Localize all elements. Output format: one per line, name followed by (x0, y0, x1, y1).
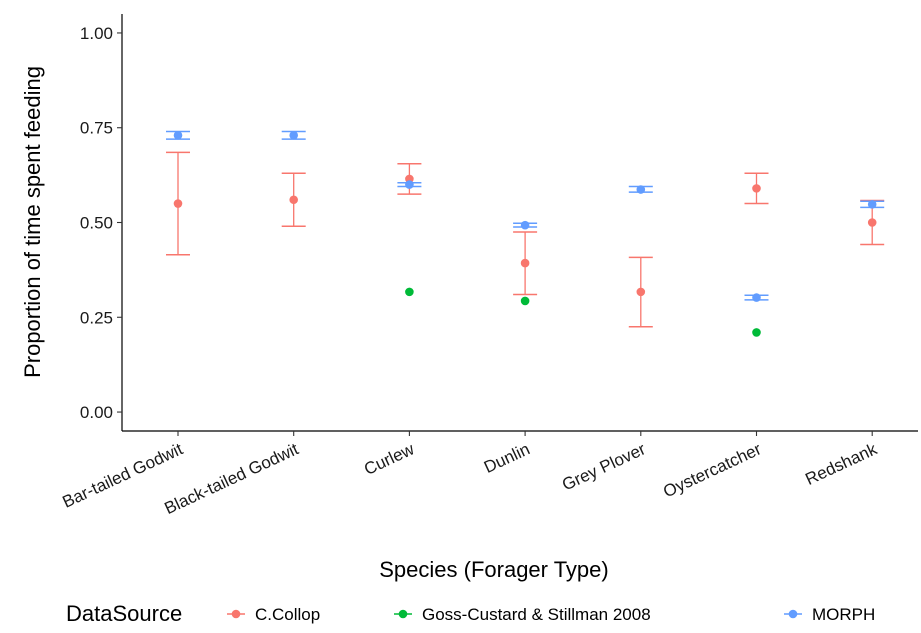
legend-key-point (398, 609, 408, 619)
y-tick-label: 0.50 (80, 214, 113, 233)
y-tick-label: 0.75 (80, 119, 113, 138)
x-tick-label: Dunlin (481, 439, 533, 477)
data-point (173, 131, 183, 140)
x-tick-label: Redshank (802, 439, 880, 489)
x-tick-label: Curlew (361, 439, 418, 479)
y-ticks: 0.00 0.25 0.50 0.75 1.00 (80, 24, 122, 422)
data-point (405, 287, 414, 297)
data-point (405, 180, 414, 189)
data-point (520, 220, 530, 230)
legend-label: MORPH (812, 605, 875, 624)
legend-key-point (788, 609, 798, 619)
data-point (752, 293, 761, 302)
data-point (520, 258, 530, 268)
y-axis-title: Proportion of time spent feeding (20, 66, 45, 378)
y-tick-label: 1.00 (80, 24, 113, 43)
x-axis-title: Species (Forager Type) (379, 557, 608, 582)
data-point (636, 185, 646, 194)
x-tick-label: Grey Plover (559, 439, 649, 494)
data-point (289, 195, 299, 205)
legend-title: DataSource (66, 601, 182, 626)
y-tick-label: 0.25 (80, 308, 113, 327)
data-point (752, 184, 761, 193)
data-point (752, 328, 761, 337)
data-point (173, 199, 183, 208)
legend-key-point (231, 609, 241, 619)
legend: DataSource C.Collop Goss-Custard & Stillm… (66, 601, 875, 626)
data-point (867, 200, 877, 209)
legend-items: C.Collop Goss-Custard & Stillman 2008 MORP… (227, 605, 875, 624)
legend-label: C.Collop (255, 605, 320, 624)
data-point (867, 218, 877, 227)
x-tick-label: Oystercatcher (660, 439, 764, 501)
plot-area (166, 130, 885, 337)
data-point (636, 287, 646, 297)
data-point (520, 296, 530, 306)
legend-label: Goss-Custard & Stillman 2008 (422, 605, 651, 624)
y-tick-label: 0.00 (80, 403, 113, 422)
data-point (289, 131, 299, 140)
